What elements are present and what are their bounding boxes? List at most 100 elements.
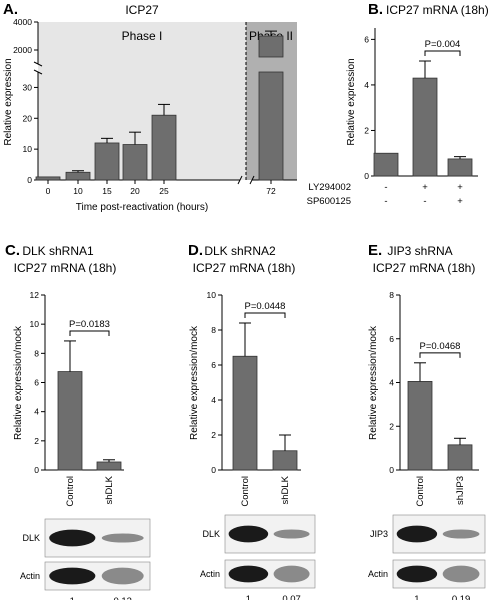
chart-c-title-line1: DLK shRNA1 xyxy=(22,244,94,258)
protein-band-knockdown xyxy=(273,529,310,539)
band-quantification: 0.19 xyxy=(452,594,471,600)
x-tick-label: Control xyxy=(65,476,76,507)
y-ticks-c: 0 2 4 6 8 10 12 xyxy=(30,290,45,475)
x-tick-label: shDLK xyxy=(280,475,291,504)
bars-d xyxy=(232,322,298,471)
bar xyxy=(96,461,122,471)
treatment-sign: - xyxy=(384,196,387,207)
y-tick-label: 6 xyxy=(389,334,394,344)
western-blot-c: DLK Actin 1 0.13 xyxy=(20,518,151,600)
y-tick-label: 8 xyxy=(34,348,39,358)
chart-e-title-line1: JIP3 shRNA xyxy=(387,244,452,258)
x-tick-label: Control xyxy=(415,476,426,507)
x-tick-label: 72 xyxy=(266,186,276,196)
y-axis-label-c: Relative expression/mock xyxy=(13,325,24,440)
bar xyxy=(232,355,258,471)
error-bar xyxy=(265,30,277,36)
treatment-label-sp600125: SP600125 xyxy=(307,196,351,207)
protein-blot-label: JIP3 xyxy=(370,529,388,539)
y-tick-label: 2 xyxy=(211,430,216,440)
x-tick-label: Control xyxy=(240,476,251,507)
x-tick-label: 0 xyxy=(46,186,51,196)
x-tick-labels-a: 0 10 15 20 25 72 xyxy=(46,180,276,196)
bar xyxy=(65,171,91,181)
error-bar xyxy=(129,131,141,145)
y-ticks-b: 0 2 4 6 xyxy=(364,34,375,181)
y-tick-label: 0 xyxy=(211,465,216,475)
y-axis-label-e: Relative expression/mock xyxy=(368,325,379,440)
error-bar xyxy=(454,156,466,159)
phase-one-label: Phase I xyxy=(122,29,163,43)
error-bar xyxy=(64,340,76,372)
bar xyxy=(122,144,148,181)
error-bar xyxy=(158,103,170,116)
bars-c xyxy=(57,340,122,471)
x-tick-label: 20 xyxy=(130,186,140,196)
bars-a xyxy=(35,30,284,181)
y-tick-label: 4 xyxy=(211,395,216,405)
y-tick-label: 6 xyxy=(34,378,39,388)
pvalue-bracket-c: P=0.0183 xyxy=(69,319,110,336)
bar xyxy=(94,142,120,181)
pvalue-label: P=0.0468 xyxy=(420,341,461,352)
bar xyxy=(412,77,438,177)
actin-band-control xyxy=(49,567,96,585)
bar xyxy=(35,176,61,181)
y-tick-label: 4 xyxy=(389,378,394,388)
y-tick-label: 8 xyxy=(211,325,216,335)
western-blot-d: DLK Actin 1 0.07 xyxy=(200,514,316,600)
panel-e: E. JIP3 shRNA ICP27 mRNA (18h) Relative … xyxy=(368,242,486,600)
y-ticks-d: 0 2 4 6 8 10 xyxy=(207,290,222,475)
protein-blot-label: DLK xyxy=(202,529,220,539)
y-tick-label: 30 xyxy=(23,82,33,92)
x-tick-label: shJIP3 xyxy=(455,476,466,505)
error-bar xyxy=(72,170,84,173)
pvalue-bracket-line xyxy=(244,312,286,318)
chart-d-title-line2: ICP27 mRNA (18h) xyxy=(193,261,296,275)
panel-b-label: B. xyxy=(368,1,383,18)
bar xyxy=(373,152,399,177)
x-tick-labels-e: Control shJIP3 xyxy=(415,476,466,507)
x-axis-label-a: Time post-reactivation (hours) xyxy=(76,202,208,213)
y-axis-break-mark xyxy=(33,61,43,67)
pvalue-bracket-line xyxy=(424,50,461,57)
y-tick-label: 2000 xyxy=(13,45,32,55)
actin-band-knockdown xyxy=(442,565,480,583)
panel-a: A. ICP27 Phase I Phase II 01020302000400… xyxy=(3,1,297,213)
panel-d-label: D. xyxy=(188,242,203,259)
panel-b: B. ICP27 mRNA (18h) Relative expression … xyxy=(307,1,489,207)
panel-c-label: C. xyxy=(5,242,20,259)
error-bar xyxy=(103,459,115,462)
actin-blot-label: Actin xyxy=(20,571,40,581)
bar-lower-segment xyxy=(258,71,284,181)
y-ticks-a: 0 10 20 30 2000 4000 xyxy=(13,17,38,185)
x-axis-break-mark xyxy=(249,175,255,185)
treatment-signs: - + + - - + xyxy=(384,182,463,207)
y-axis-break-mark xyxy=(33,69,43,75)
y-tick-label: 4 xyxy=(364,80,369,90)
x-axis-break-mark xyxy=(237,175,243,185)
x-tick-labels-d: Control shDLK xyxy=(240,475,291,506)
x-tick-label: shDLK xyxy=(104,475,115,504)
y-tick-label: 2 xyxy=(34,436,39,446)
treatment-label-ly294002: LY294002 xyxy=(308,182,351,193)
bar xyxy=(447,444,473,471)
y-tick-label: 0 xyxy=(389,465,394,475)
x-tick-labels-c: Control shDLK xyxy=(65,475,115,506)
y-tick-label: 0 xyxy=(34,465,39,475)
treatment-sign: - xyxy=(384,182,387,193)
band-quantification: 0.07 xyxy=(282,594,301,600)
band-quantification: 1 xyxy=(246,594,251,600)
band-quantification: 1 xyxy=(414,594,419,600)
chart-d-title-line1: DLK shRNA2 xyxy=(204,244,276,258)
actin-band-knockdown xyxy=(273,565,310,583)
y-tick-label: 4 xyxy=(34,407,39,417)
y-tick-label: 10 xyxy=(30,319,40,329)
treatment-sign: + xyxy=(422,182,428,193)
x-tick-label: 15 xyxy=(102,186,112,196)
actin-blot-label: Actin xyxy=(200,569,220,579)
bar-upper-segment xyxy=(258,35,284,58)
bar xyxy=(407,381,433,471)
error-bar xyxy=(454,437,466,445)
